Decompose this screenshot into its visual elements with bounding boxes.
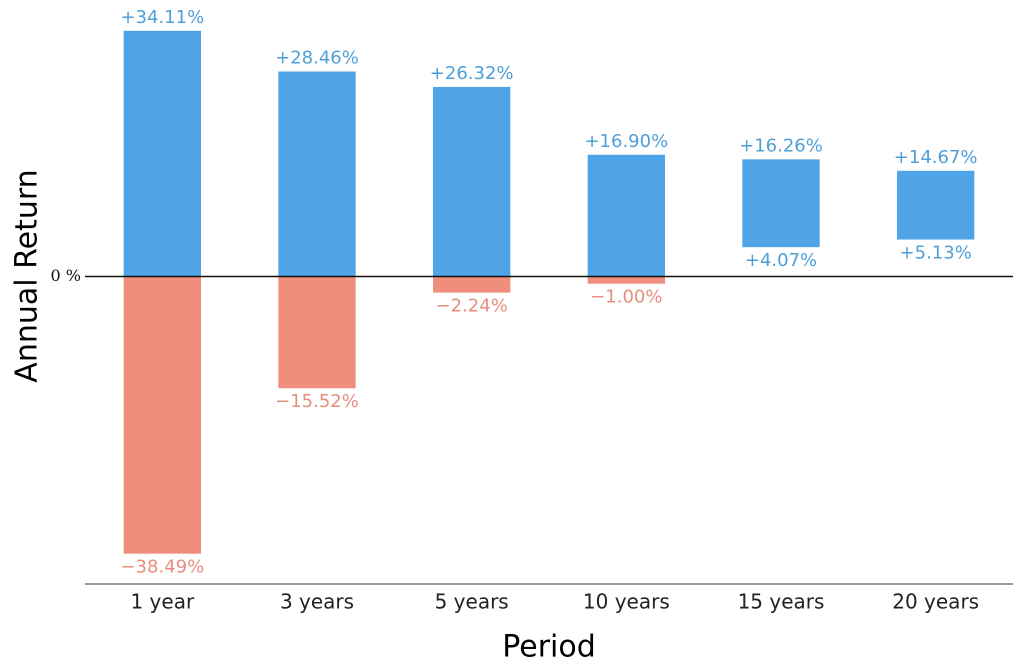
x-tick-label: 1 year [130,590,194,614]
bar-positive [123,30,201,277]
value-label: +34.11% [120,7,204,28]
bar-positive [742,159,820,248]
bar-positive [587,154,665,277]
value-label: +16.90% [584,131,668,152]
value-label: −38.49% [120,557,204,578]
x-tick-label: 3 years [280,590,354,614]
x-tick-label: 20 years [892,590,979,614]
value-label: −1.00% [590,287,662,308]
value-label: +4.07% [745,250,817,271]
bar-positive [897,170,975,240]
value-label: +14.67% [894,147,978,168]
bar-negative [278,276,356,389]
bar-positive [433,86,511,277]
bar-negative [587,276,665,284]
bar-positive [278,71,356,277]
x-axis-label: Period [502,630,596,665]
y-tick-label: 0 % [51,266,81,285]
x-tick-label: 15 years [738,590,825,614]
y-axis-label: Annual Return [10,169,45,382]
value-label: −2.24% [436,296,508,317]
value-label: +26.32% [430,63,514,84]
bar-negative [433,276,511,293]
value-label: +28.46% [275,48,359,69]
bar-negative [123,276,201,554]
x-tick-label: 5 years [435,590,509,614]
value-label: +16.26% [739,135,823,156]
x-tick-label: 10 years [583,590,670,614]
value-label: +5.13% [900,243,972,264]
value-label: −15.52% [275,391,359,412]
